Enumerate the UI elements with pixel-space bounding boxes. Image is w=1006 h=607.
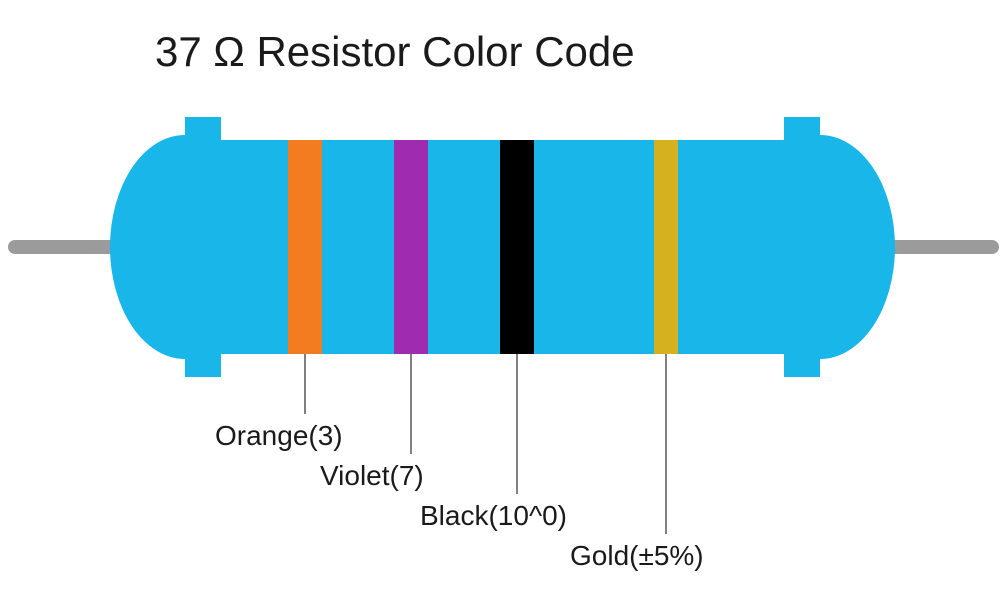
band-label-black: Black(10^0)	[420, 500, 567, 532]
band-gold	[654, 140, 678, 354]
band-violet	[394, 140, 428, 354]
band-label-gold: Gold(±5%)	[570, 540, 704, 572]
band-orange	[288, 140, 322, 354]
band-label-violet: Violet(7)	[320, 460, 424, 492]
band-label-orange: Orange(3)	[215, 420, 343, 452]
band-black	[500, 140, 534, 354]
